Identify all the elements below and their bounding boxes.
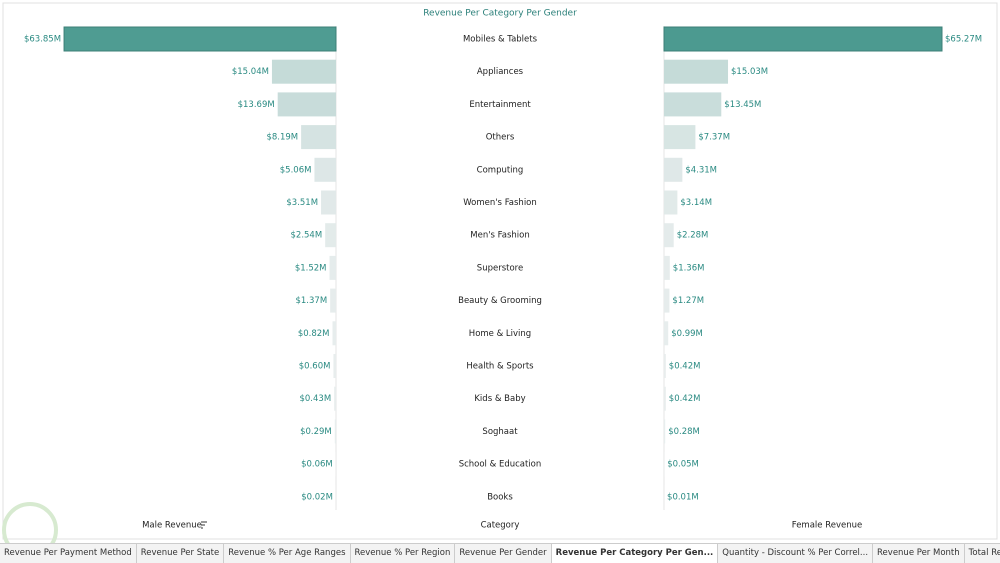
category-label: Mobiles & Tablets — [463, 35, 538, 45]
category-label: Health & Sports — [466, 362, 534, 372]
bar — [664, 223, 674, 247]
value-label: $1.27M — [672, 296, 704, 306]
value-label: $2.54M — [291, 231, 323, 241]
bar — [664, 256, 670, 280]
value-label: $2.28M — [677, 231, 709, 241]
bar — [330, 289, 336, 313]
bar — [325, 223, 336, 247]
bar — [321, 191, 336, 215]
category-label: Beauty & Grooming — [458, 296, 542, 306]
chart-title: Revenue Per Category Per Gender — [423, 9, 577, 19]
value-label: $0.99M — [671, 329, 703, 339]
value-label: $15.03M — [731, 67, 768, 77]
value-label: $4.31M — [685, 165, 717, 175]
value-label: $0.42M — [669, 362, 701, 372]
category-label: Men's Fashion — [470, 231, 530, 241]
value-label: $8.19M — [266, 133, 298, 143]
bar — [330, 256, 336, 280]
value-label: $0.43M — [299, 394, 331, 404]
tab[interactable]: Revenue Per Category Per Gen... — [552, 544, 719, 563]
bar — [664, 27, 942, 51]
bar — [664, 289, 669, 313]
axis-title: Category — [481, 521, 520, 531]
tab[interactable]: Revenue Per State — [137, 544, 224, 563]
bar — [664, 92, 721, 116]
bar — [333, 354, 336, 378]
bar — [664, 419, 665, 443]
tab[interactable]: Quantity - Discount % Per Correl... — [718, 544, 873, 563]
bar — [664, 125, 695, 149]
category-label: Others — [486, 133, 515, 143]
category-label: Computing — [477, 165, 524, 175]
bar — [334, 387, 336, 411]
tab[interactable]: Revenue Per Month — [873, 544, 965, 563]
value-label: $0.05M — [667, 460, 699, 470]
category-label: Women's Fashion — [463, 198, 537, 208]
category-label: Books — [487, 492, 513, 502]
value-label: $13.69M — [238, 100, 275, 110]
value-label: $0.28M — [668, 427, 700, 437]
value-label: $0.29M — [300, 427, 332, 437]
axis-title: Male Revenue — [142, 521, 202, 531]
value-label: $5.06M — [280, 165, 312, 175]
category-label: Soghaat — [482, 427, 518, 437]
value-label: $65.27M — [945, 35, 982, 45]
bar — [664, 191, 677, 215]
value-label: $3.14M — [680, 198, 712, 208]
bar — [333, 321, 336, 345]
bar — [664, 158, 682, 182]
bar — [664, 321, 668, 345]
value-label: $0.82M — [298, 329, 330, 339]
tab[interactable]: Revenue % Per Age Ranges — [224, 544, 350, 563]
value-label: $1.37M — [295, 296, 327, 306]
bar — [664, 60, 728, 84]
category-label: Home & Living — [469, 329, 531, 339]
axis-title: Female Revenue — [792, 521, 862, 531]
category-label: Appliances — [477, 67, 524, 77]
chart: Revenue Per Category Per Gender Category… — [0, 0, 1000, 543]
bar — [664, 354, 666, 378]
category-label: School & Education — [459, 460, 542, 470]
value-label: $7.37M — [698, 133, 730, 143]
category-label: Kids & Baby — [474, 394, 525, 404]
tab[interactable]: Revenue Per Gender — [455, 544, 551, 563]
category-label: Superstore — [477, 263, 523, 273]
value-label: $13.45M — [724, 100, 761, 110]
bar — [664, 387, 666, 411]
tab[interactable]: Revenue % Per Region — [351, 544, 456, 563]
value-label: $0.01M — [667, 492, 699, 502]
category-label: Entertainment — [469, 100, 531, 110]
watermark — [4, 504, 56, 543]
value-label: $1.52M — [295, 263, 327, 273]
bar — [278, 92, 336, 116]
bar — [64, 27, 336, 51]
bar — [301, 125, 336, 149]
value-label: $0.42M — [669, 394, 701, 404]
value-label: $0.02M — [301, 492, 333, 502]
bar — [314, 158, 336, 182]
value-label: $3.51M — [286, 198, 318, 208]
value-label: $15.04M — [232, 67, 269, 77]
value-label: $0.06M — [301, 460, 333, 470]
value-label: $63.85M — [24, 35, 61, 45]
value-label: $0.60M — [299, 362, 331, 372]
tab[interactable]: Revenue Per Payment Method — [0, 544, 137, 563]
bar — [335, 419, 336, 443]
bar — [272, 60, 336, 84]
tab[interactable]: Total Revenue — [965, 544, 1000, 563]
value-label: $1.36M — [673, 263, 705, 273]
